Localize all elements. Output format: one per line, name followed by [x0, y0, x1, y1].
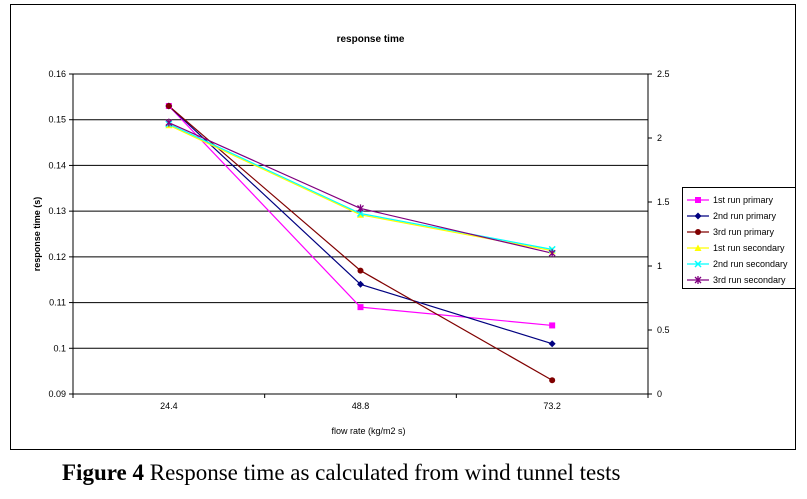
- legend-item: 2nd run primary: [687, 208, 795, 224]
- y-axis-label: response time (s): [32, 197, 42, 272]
- legend-swatch: [687, 212, 709, 220]
- series-6-point: [548, 249, 556, 258]
- figure-caption: Figure 4 Response time as calculated fro…: [62, 460, 620, 486]
- x-axis-label: flow rate (kg/m2 s): [331, 426, 405, 436]
- legend-label: 2nd run secondary: [713, 259, 788, 269]
- legend-swatch: [687, 229, 709, 235]
- y-tick-label: 0.09: [48, 389, 66, 399]
- series-5-point: [356, 209, 365, 218]
- chart-frame: response time 0.09 0.1 0.11 0.12 0.13 0.14 0.15…: [10, 4, 796, 450]
- legend-label: 3rd run secondary: [713, 275, 786, 285]
- legend-swatch: [687, 244, 709, 251]
- series-line-4: [168, 124, 553, 252]
- y-tick-label: 0.1: [53, 343, 66, 353]
- y2-tick-label: 2: [657, 133, 662, 143]
- legend-label: 1st run secondary: [713, 243, 785, 253]
- legend-item: 2nd run secondary: [687, 256, 795, 272]
- legend-label: 3rd run primary: [713, 227, 775, 237]
- legend: 1st run primary 2nd run primary 3rd run pr…: [682, 187, 796, 289]
- series-3-point: [357, 267, 364, 274]
- x-tick-label: 24.4: [160, 401, 178, 411]
- legend-label: 1st run primary: [713, 195, 774, 205]
- series-6-point: [165, 118, 173, 127]
- y2-tick-label: 0.5: [657, 325, 670, 335]
- series-1-point: [549, 322, 556, 329]
- series-1-point: [357, 304, 364, 311]
- y-tick-label: 0.13: [48, 206, 66, 216]
- y2-tick-label: 1: [657, 261, 662, 271]
- figure-caption-text: Response time as calculated from wind tu…: [143, 460, 621, 485]
- series-6-point: [357, 204, 364, 213]
- x-tick-label: 73.2: [543, 401, 561, 411]
- y-tick-label: 0.11: [49, 298, 66, 308]
- x-tick-label: 48.8: [352, 401, 370, 411]
- series-line-6: [168, 122, 553, 254]
- chart-title: response time: [337, 34, 405, 45]
- y-tick-label: 0.15: [48, 115, 66, 125]
- series-3-point: [165, 103, 172, 109]
- legend-item: 1st run primary: [687, 192, 795, 208]
- legend-item: 3rd run primary: [687, 224, 795, 240]
- y2-tick-label: 2.5: [657, 69, 670, 79]
- legend-item: 3rd run secondary: [687, 272, 795, 288]
- series-line-5: [168, 123, 553, 250]
- y2-tick-label: 1.5: [657, 197, 670, 207]
- legend-label: 2nd run primary: [713, 211, 777, 221]
- y-tick-label: 0.16: [48, 69, 66, 79]
- series-2-point: [357, 280, 364, 288]
- y-tick-label: 0.14: [48, 160, 66, 170]
- y2-tick-label: 0: [657, 389, 662, 399]
- legend-item: 1st run secondary: [687, 240, 795, 256]
- y-tick-label: 0.12: [48, 252, 66, 262]
- series-3-point: [549, 377, 556, 384]
- legend-swatch: [687, 260, 709, 268]
- legend-swatch: [687, 197, 709, 203]
- chart-svg: response time 0.09 0.1 0.11 0.12 0.13 0.14 0.15…: [32, 34, 670, 436]
- legend-swatch: [687, 276, 709, 284]
- figure-label: Figure 4: [62, 460, 144, 485]
- series-2-point: [548, 340, 556, 348]
- series-line-3: [168, 105, 553, 381]
